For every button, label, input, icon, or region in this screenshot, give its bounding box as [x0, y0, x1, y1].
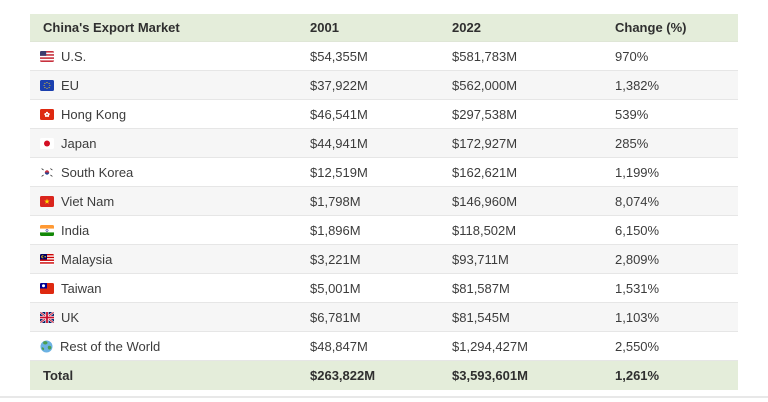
- value-2022: $297,538M: [452, 106, 518, 122]
- country-label: Hong Kong: [61, 106, 127, 122]
- value-2022: $562,000M: [452, 77, 518, 93]
- globe-icon: [40, 340, 53, 353]
- hong-kong-flag-icon: [40, 108, 54, 120]
- malaysia-flag-icon: [40, 253, 54, 265]
- table-row-japan: Japan $44,941M $172,927M 285%: [30, 129, 738, 158]
- country-label: EU: [61, 77, 80, 93]
- bottom-divider: [0, 396, 768, 398]
- value-2022: $1,294,427M: [452, 338, 528, 354]
- total-2022: $3,593,601M: [452, 368, 528, 383]
- value-2022: $581,783M: [452, 48, 518, 64]
- value-change: 8,074%: [615, 193, 660, 209]
- value-2022: $172,927M: [452, 135, 518, 151]
- value-change: 2,809%: [615, 251, 660, 267]
- total-label: Total: [43, 368, 74, 383]
- column-header-change: Change (%): [615, 20, 687, 35]
- value-change: 539%: [615, 106, 649, 122]
- table-row-eu: EU $37,922M $562,000M 1,382%: [30, 71, 738, 100]
- table-row-india: India $1,896M $118,502M 6,150%: [30, 216, 738, 245]
- table-row-vietnam: Viet Nam $1,798M $146,960M 8,074%: [30, 187, 738, 216]
- country-label: Viet Nam: [61, 193, 115, 209]
- column-header-2022: 2022: [452, 20, 481, 35]
- value-2001: $3,221M: [310, 251, 361, 267]
- table-row-uk: UK $6,781M $81,545M 1,103%: [30, 303, 738, 332]
- table-title: China's Export Market: [43, 20, 180, 35]
- country-label: South Korea: [61, 164, 134, 180]
- table-row-malaysia: Malaysia $3,221M $93,711M 2,809%: [30, 245, 738, 274]
- uk-flag-icon: [40, 311, 54, 323]
- country-label: Rest of the World: [60, 338, 161, 354]
- china-export-market-table: China's Export Market 2001 2022 Change (…: [30, 14, 738, 390]
- value-change: 6,150%: [615, 222, 660, 238]
- value-2022: $146,960M: [452, 193, 518, 209]
- value-2001: $37,922M: [310, 77, 368, 93]
- table-total-row: Total $263,822M $3,593,601M 1,261%: [30, 361, 738, 390]
- table-body: U.S. $54,355M $581,783M 970% EU $37,922M…: [30, 42, 738, 361]
- value-2022: $93,711M: [452, 251, 509, 267]
- value-2001: $1,798M: [310, 193, 361, 209]
- country-label: Japan: [61, 135, 97, 151]
- value-2001: $12,519M: [310, 164, 368, 180]
- value-change: 1,199%: [615, 164, 660, 180]
- table-row-taiwan: Taiwan $5,001M $81,587M 1,531%: [30, 274, 738, 303]
- value-2001: $5,001M: [310, 280, 361, 296]
- value-change: 1,382%: [615, 77, 660, 93]
- table-row-hong-kong: Hong Kong $46,541M $297,538M 539%: [30, 100, 738, 129]
- country-label: India: [61, 222, 90, 238]
- value-2001: $6,781M: [310, 309, 361, 325]
- japan-flag-icon: [40, 137, 54, 149]
- value-change: 2,550%: [615, 338, 660, 354]
- value-change: 970%: [615, 48, 649, 64]
- table-header-row: China's Export Market 2001 2022 Change (…: [30, 14, 738, 42]
- value-change: 1,531%: [615, 280, 660, 296]
- country-label: Taiwan: [61, 280, 102, 296]
- vietnam-flag-icon: [40, 195, 54, 207]
- table-row-rest-of-world: Rest of the World $48,847M $1,294,427M 2…: [30, 332, 738, 361]
- value-2001: $48,847M: [310, 338, 368, 354]
- total-2001: $263,822M: [310, 368, 376, 383]
- value-change: 285%: [615, 135, 649, 151]
- value-2001: $46,541M: [310, 106, 368, 122]
- taiwan-flag-icon: [40, 282, 54, 294]
- value-2022: $81,545M: [452, 309, 510, 325]
- value-change: 1,103%: [615, 309, 660, 325]
- table-row-us: U.S. $54,355M $581,783M 970%: [30, 42, 738, 71]
- value-2022: $81,587M: [452, 280, 510, 296]
- us-flag-icon: [40, 50, 54, 62]
- value-2001: $44,941M: [310, 135, 368, 151]
- country-label: Malaysia: [61, 251, 113, 267]
- value-2001: $54,355M: [310, 48, 368, 64]
- value-2022: $162,621M: [452, 164, 518, 180]
- eu-flag-icon: [40, 79, 54, 91]
- value-2022: $118,502M: [452, 222, 517, 238]
- total-change: 1,261%: [615, 368, 660, 383]
- column-header-2001: 2001: [310, 20, 339, 35]
- south-korea-flag-icon: [40, 166, 54, 178]
- india-flag-icon: [40, 224, 54, 236]
- value-2001: $1,896M: [310, 222, 361, 238]
- country-label: UK: [61, 309, 80, 325]
- table-row-south-korea: South Korea $12,519M $162,621M 1,199%: [30, 158, 738, 187]
- country-label: U.S.: [61, 48, 87, 64]
